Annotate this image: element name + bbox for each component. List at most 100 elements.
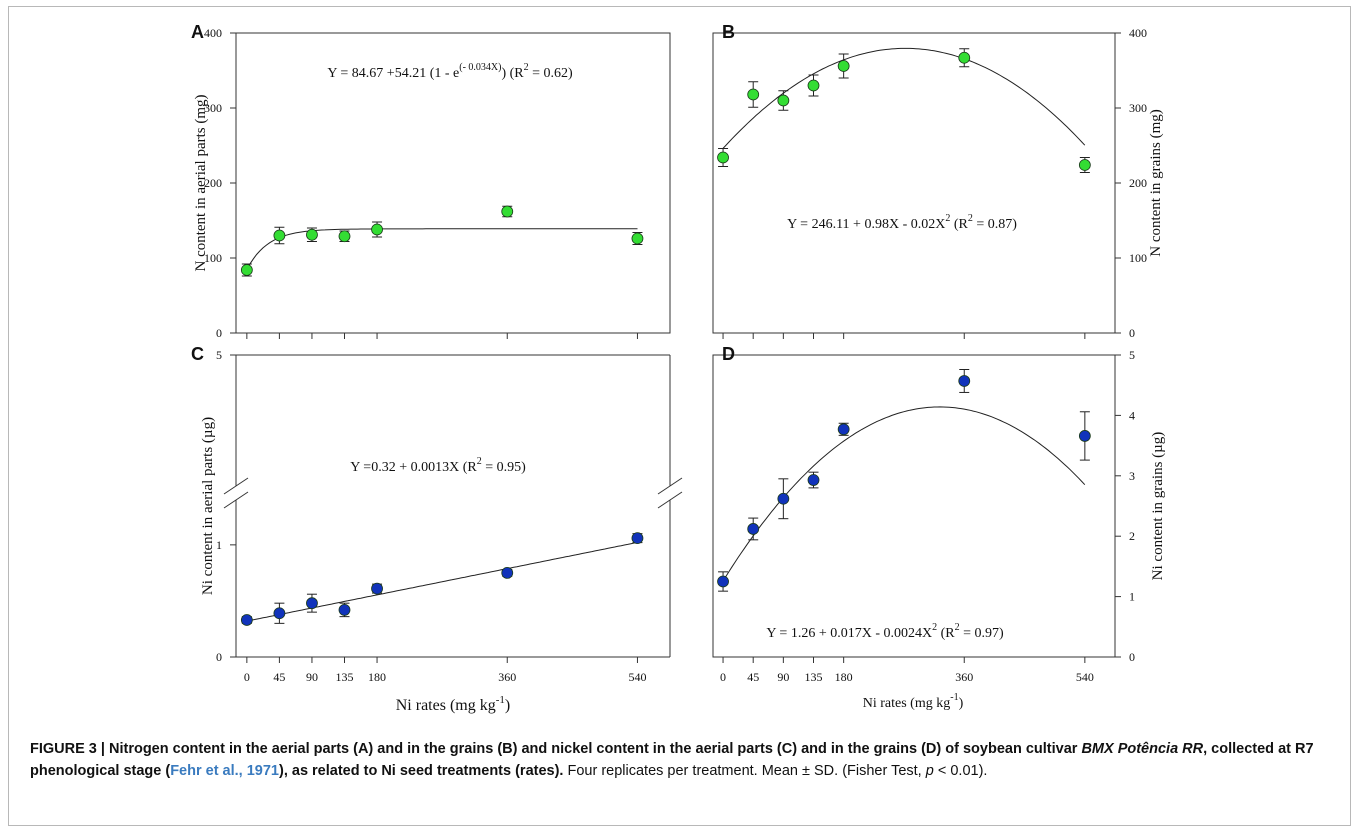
x-axis-label: Ni rates (mg kg-1): [396, 694, 510, 714]
data-point: [807, 79, 820, 92]
y-tick-label: 3: [1129, 469, 1135, 483]
axis-break-mark: [223, 491, 249, 509]
data-point: [273, 229, 286, 242]
x-tick-label: 180: [368, 670, 386, 684]
plot-frame: [712, 32, 1116, 334]
fit-equation: Y =0.32 + 0.0013X (R2 = 0.95): [350, 456, 526, 475]
y-tick-label: 200: [204, 176, 222, 190]
caption-label: FIGURE 3 |: [30, 741, 109, 757]
x-axis-label: Ni rates (mg kg-1): [863, 692, 964, 711]
data-point: [717, 575, 729, 588]
panel-letter: C: [191, 344, 204, 364]
y-tick-label: 400: [204, 26, 222, 40]
fit-equation: Y = 246.11 + 0.98X - 0.02X2 (R2 = 0.87): [787, 213, 1017, 232]
x-tick-label: 540: [1076, 670, 1094, 684]
chart-panel-c: 0 1 5 0 45 90 135 180 360 540 Ni rates (mg kg-1) Ni…: [191, 344, 683, 714]
caption-bold-3: ), as related to Ni seed treatments (rat…: [279, 763, 564, 779]
data-point: [501, 205, 514, 218]
data-point: [777, 94, 790, 107]
data-point: [371, 582, 383, 595]
x-tick-label: 360: [498, 670, 516, 684]
axis-break-mark: [657, 477, 683, 495]
plot-frame: [712, 354, 1116, 658]
x-tick-label: 90: [777, 670, 789, 684]
y-tick-label: 1: [216, 538, 222, 552]
figure-caption: FIGURE 3 | Nitrogen content in the aeria…: [30, 738, 1330, 782]
data-point: [631, 532, 644, 545]
y-tick-label: 300: [204, 101, 222, 115]
y-tick-label: 2: [1129, 529, 1135, 543]
y-tick-label: 1: [1129, 590, 1135, 604]
data-point: [777, 492, 790, 505]
caption-cultivar: BMX Potência RR: [1081, 741, 1204, 757]
data-point: [240, 614, 253, 626]
y-tick-label: 0: [1129, 326, 1135, 340]
data-point: [338, 604, 351, 616]
x-tick-label: 135: [805, 670, 823, 684]
fit-curve: [722, 406, 1086, 582]
y-axis-label: Ni content in grains (µg): [1150, 432, 1166, 581]
x-tick-label: 180: [835, 670, 853, 684]
x-tick-label: 90: [306, 670, 318, 684]
y-tick-label: 5: [1129, 348, 1135, 362]
figure-frame: [8, 6, 1351, 826]
data-point: [1078, 159, 1091, 171]
y-axis-label: N content in aerial parts (mg): [193, 94, 209, 271]
data-point: [837, 423, 850, 436]
data-point: [501, 566, 514, 579]
data-point: [631, 232, 644, 245]
data-point: [717, 151, 729, 164]
y-tick-label: 0: [1129, 650, 1135, 664]
x-tick-label: 540: [628, 670, 646, 684]
y-tick-label: 4: [1129, 408, 1135, 422]
y-axis-label: N content in grains (mg): [1148, 109, 1164, 256]
data-point: [306, 228, 318, 241]
x-tick-label: 45: [273, 670, 285, 684]
y-tick-label: 5: [216, 348, 222, 362]
x-tick-label: 0: [720, 670, 726, 684]
y-tick-label: 300: [1129, 101, 1147, 115]
x-tick-label: 135: [336, 670, 354, 684]
y-tick-label: 400: [1129, 26, 1147, 40]
fit-curve: [722, 47, 1086, 149]
panel-letter: D: [722, 344, 735, 364]
axis-break-mark: [223, 477, 249, 495]
y-axis-label: Ni content in aerial parts (µg): [200, 417, 216, 595]
fit-equation: Y = 84.67 +54.21 (1 - e(- 0.034X)) (R2 =…: [327, 62, 573, 81]
data-point: [837, 60, 850, 72]
data-point: [338, 230, 351, 243]
caption-normal: Four replicates per treatment. Mean ± SD…: [563, 763, 926, 779]
y-tick-label: 100: [1129, 251, 1147, 265]
y-tick-label: 0: [216, 326, 222, 340]
fit-equation: Y = 1.26 + 0.017X - 0.0024X2 (R2 = 0.97): [766, 622, 1004, 641]
y-tick-label: 100: [204, 251, 222, 265]
caption-p-rest: < 0.01).: [933, 763, 988, 779]
caption-p-symbol: p: [925, 763, 934, 779]
data-point: [306, 597, 318, 610]
data-point: [240, 264, 253, 276]
data-point: [958, 51, 971, 64]
data-point: [747, 523, 760, 535]
x-tick-label: 0: [244, 670, 250, 684]
fit-curve: [246, 541, 638, 622]
caption-bold-2: , collected at R7 phenological stage (: [30, 741, 1314, 779]
data-point: [273, 607, 286, 620]
panel-letter: A: [191, 22, 204, 42]
axis-break-mark: [657, 491, 683, 509]
caption-citation[interactable]: Fehr et al., 1971: [170, 763, 279, 779]
data-point: [747, 88, 760, 101]
caption-bold-1: Nitrogen content in the aerial parts (A)…: [109, 741, 1082, 757]
y-tick-label: 200: [1129, 176, 1147, 190]
panel-letter: B: [722, 22, 735, 42]
data-point: [1078, 430, 1091, 442]
chart-panel-a: 0 100 200 300 400 N content in aerial parts (…: [191, 22, 671, 340]
chart-panel-b: 0 100 200 300 400 N content in grains (mg) B Y …: [712, 22, 1164, 340]
data-point: [371, 223, 383, 236]
x-tick-label: 360: [955, 670, 973, 684]
data-point: [958, 375, 971, 387]
fit-curve: [246, 228, 638, 270]
data-point: [807, 474, 820, 486]
x-tick-label: 45: [747, 670, 759, 684]
